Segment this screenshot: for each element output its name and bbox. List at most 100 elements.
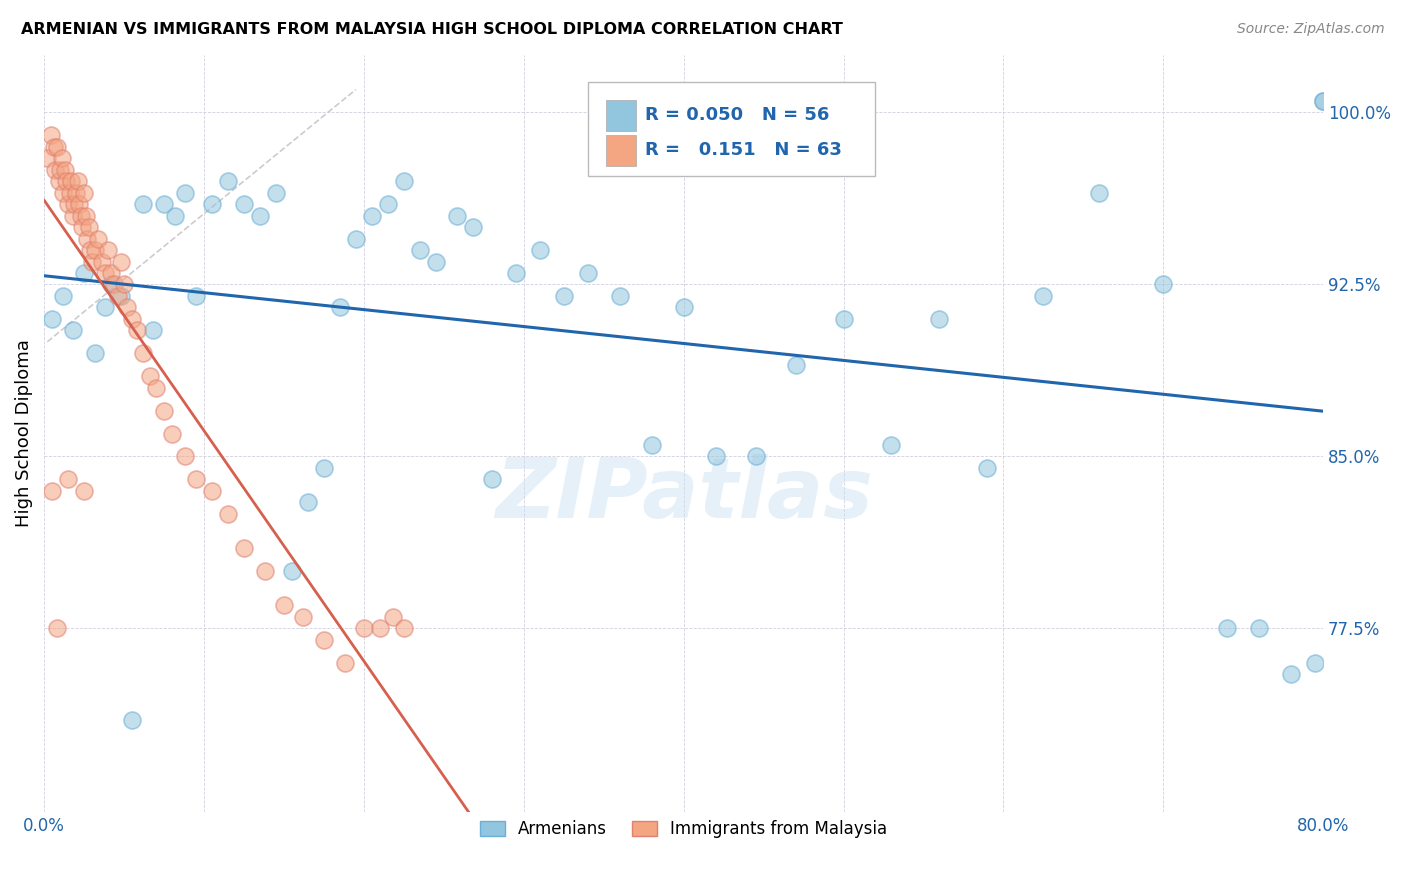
Point bbox=[672, 301, 695, 315]
Point bbox=[297, 495, 319, 509]
Point bbox=[153, 403, 176, 417]
Point bbox=[329, 301, 352, 315]
Point bbox=[409, 243, 432, 257]
Point bbox=[360, 209, 382, 223]
Point bbox=[117, 301, 139, 315]
Point bbox=[281, 564, 304, 578]
Point bbox=[41, 311, 63, 326]
Point bbox=[112, 277, 135, 292]
Point bbox=[1249, 622, 1271, 636]
FancyBboxPatch shape bbox=[588, 82, 876, 177]
Point bbox=[39, 128, 62, 143]
Point bbox=[55, 174, 77, 188]
Point bbox=[233, 541, 256, 556]
Point bbox=[312, 632, 335, 647]
Point bbox=[173, 450, 195, 464]
Point bbox=[142, 323, 165, 337]
Point bbox=[62, 209, 84, 223]
Point bbox=[381, 610, 404, 624]
Legend: Armenians, Immigrants from Malaysia: Armenians, Immigrants from Malaysia bbox=[472, 814, 894, 845]
Point bbox=[65, 186, 87, 200]
Point bbox=[976, 461, 998, 475]
Text: Source: ZipAtlas.com: Source: ZipAtlas.com bbox=[1237, 22, 1385, 37]
Point bbox=[121, 713, 143, 727]
Point bbox=[1088, 186, 1111, 200]
Point bbox=[529, 243, 551, 257]
Point bbox=[609, 289, 631, 303]
Point bbox=[76, 231, 98, 245]
Point bbox=[107, 289, 129, 303]
Point bbox=[45, 622, 67, 636]
Point bbox=[37, 152, 59, 166]
Point bbox=[100, 266, 122, 280]
Point bbox=[66, 174, 89, 188]
Point bbox=[377, 197, 399, 211]
Point bbox=[1216, 622, 1239, 636]
Point bbox=[461, 220, 484, 235]
Point bbox=[201, 197, 224, 211]
Point bbox=[56, 197, 79, 211]
Point bbox=[273, 599, 295, 613]
Point bbox=[153, 197, 176, 211]
Point bbox=[63, 197, 86, 211]
Point bbox=[785, 358, 807, 372]
Point bbox=[110, 289, 132, 303]
Point bbox=[60, 174, 83, 188]
Y-axis label: High School Diploma: High School Diploma bbox=[15, 340, 32, 527]
Point bbox=[90, 254, 112, 268]
Point bbox=[481, 472, 503, 486]
Point bbox=[446, 209, 468, 223]
Point bbox=[73, 483, 96, 498]
Point bbox=[292, 610, 315, 624]
Point bbox=[100, 277, 122, 292]
Point bbox=[217, 507, 239, 521]
Point bbox=[62, 323, 84, 337]
Point bbox=[110, 254, 132, 268]
Point bbox=[1279, 667, 1302, 681]
Point bbox=[48, 174, 70, 188]
Point bbox=[42, 140, 65, 154]
Point bbox=[744, 450, 766, 464]
Text: ARMENIAN VS IMMIGRANTS FROM MALAYSIA HIGH SCHOOL DIPLOMA CORRELATION CHART: ARMENIAN VS IMMIGRANTS FROM MALAYSIA HIG… bbox=[21, 22, 844, 37]
Point bbox=[84, 243, 107, 257]
Point bbox=[121, 311, 143, 326]
Point bbox=[45, 140, 67, 154]
FancyBboxPatch shape bbox=[606, 101, 637, 131]
Point bbox=[368, 622, 391, 636]
Point bbox=[165, 209, 187, 223]
Point bbox=[392, 622, 415, 636]
Point bbox=[1032, 289, 1054, 303]
Point bbox=[72, 220, 94, 235]
Point bbox=[94, 266, 117, 280]
Point bbox=[87, 231, 110, 245]
Point bbox=[132, 346, 155, 360]
Point bbox=[249, 209, 271, 223]
Point bbox=[59, 186, 82, 200]
Point bbox=[56, 472, 79, 486]
Point bbox=[84, 346, 107, 360]
Point bbox=[553, 289, 575, 303]
Point bbox=[832, 311, 855, 326]
Point bbox=[138, 369, 160, 384]
Point bbox=[132, 197, 155, 211]
Point bbox=[640, 438, 662, 452]
Point bbox=[576, 266, 599, 280]
Point bbox=[53, 162, 76, 177]
Point bbox=[67, 197, 90, 211]
Point bbox=[145, 381, 167, 395]
Point bbox=[1312, 94, 1334, 108]
Point bbox=[1152, 277, 1174, 292]
Point bbox=[52, 186, 75, 200]
Point bbox=[353, 622, 375, 636]
Point bbox=[80, 254, 103, 268]
FancyBboxPatch shape bbox=[606, 136, 637, 166]
Point bbox=[505, 266, 527, 280]
Point bbox=[217, 174, 239, 188]
Point bbox=[77, 220, 100, 235]
Point bbox=[392, 174, 415, 188]
Point bbox=[49, 162, 72, 177]
Point bbox=[73, 266, 96, 280]
Text: R =   0.151   N = 63: R = 0.151 N = 63 bbox=[645, 141, 842, 159]
Text: ZIPatlas: ZIPatlas bbox=[495, 453, 873, 534]
Point bbox=[160, 426, 183, 441]
